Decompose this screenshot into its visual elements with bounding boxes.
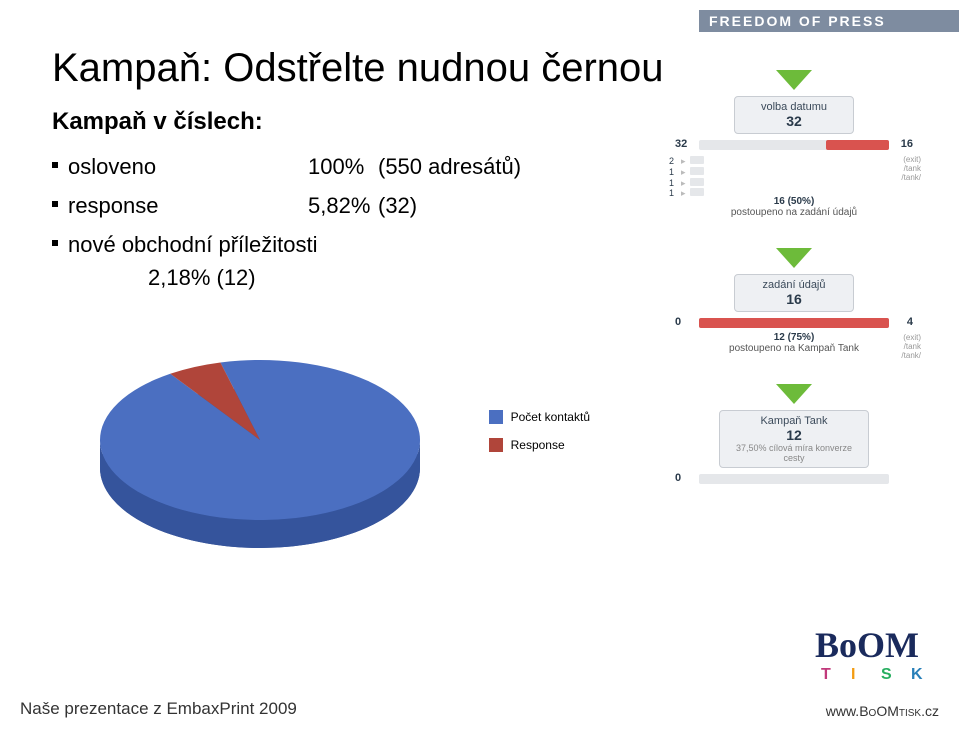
funnel-chart: volba datumu323216(exit)/tank/tank/2▸1▸1…	[669, 70, 919, 590]
funnel-stage: zadání údajů1604(exit)/tank/tank/12 (75%…	[669, 248, 919, 354]
footer-brand: BoOMtisk	[859, 703, 921, 719]
stage-name: zadání údajů	[745, 279, 843, 291]
legend-row: Response	[489, 438, 590, 452]
exit-label: /tank/	[901, 352, 921, 360]
left-count: 32	[675, 138, 687, 150]
arrow-down-icon	[776, 248, 812, 268]
page-title: Kampaň: Odstřelte nudnou černou	[52, 46, 664, 91]
funnel-stage: volba datumu323216(exit)/tank/tank/2▸1▸1…	[669, 70, 919, 218]
stat-label: nové obchodní příležitosti	[68, 228, 318, 261]
bar-bg	[699, 474, 889, 484]
pie-svg	[80, 320, 440, 580]
footer-suffix: .cz	[921, 703, 939, 719]
stat-values: 2,18% (12)	[68, 261, 318, 294]
stat-pct: 100%	[308, 150, 368, 183]
legend-label: Počet kontaktů	[511, 410, 590, 424]
subtitle: Kampaň v číslech:	[52, 108, 263, 136]
svg-text:I: I	[851, 666, 855, 683]
stage-caption: 16 (50%)postoupeno na zadání údajů	[669, 196, 919, 218]
stats-list: osloveno 100% (550 adresátů) response 5,82% (…	[52, 150, 521, 300]
exit-label: /tank	[904, 343, 921, 351]
right-count: 4	[907, 316, 913, 328]
bullet-dot	[52, 240, 58, 246]
stat-row: osloveno 100% (550 adresátů)	[52, 150, 521, 183]
legend-label: Response	[511, 438, 565, 452]
pie-chart: Počet kontaktů Response	[70, 320, 590, 620]
stage-box: volba datumu32	[734, 96, 854, 134]
stage-value: 32	[745, 113, 843, 129]
footer-prefix: www.	[826, 703, 859, 719]
final-conversion: 37,50% cílová míra konverze cesty	[730, 443, 858, 463]
left-count: 0	[675, 316, 681, 328]
stat-count: (32)	[378, 189, 417, 222]
bar-exit	[826, 140, 889, 150]
svg-text:BoOM: BoOM	[815, 625, 919, 665]
stat-body: response 5,82% (32)	[68, 189, 417, 222]
exit-label: /tank	[904, 165, 921, 173]
legend-swatch	[489, 438, 503, 452]
logo-svg: BoOM T I S K	[815, 621, 935, 691]
stage-name: Kampaň Tank	[730, 415, 858, 427]
stage-value: 12	[730, 427, 858, 443]
bar-row: 0	[669, 472, 919, 486]
stage-box: zadání údajů16	[734, 274, 854, 312]
stage-caption: 12 (75%)postoupeno na Kampaň Tank	[669, 332, 919, 354]
stat-label: osloveno	[68, 150, 298, 183]
exit-label: (exit)	[903, 156, 921, 164]
stat-body: osloveno 100% (550 adresátů)	[68, 150, 521, 183]
funnel-stage: Kampaň Tank1237,50% cílová míra konverze…	[669, 384, 919, 486]
brand-logo: BoOM T I S K	[815, 621, 935, 691]
svg-text:K: K	[911, 666, 923, 683]
exit-label: /tank/	[901, 174, 921, 182]
stage-name: volba datumu	[745, 101, 843, 113]
legend-row: Počet kontaktů	[489, 410, 590, 424]
footer-left: Naše prezentace z EmbaxPrint 2009	[20, 699, 297, 719]
mini-counts: 2▸1▸1▸1▸	[669, 156, 704, 199]
arrow-down-icon	[776, 384, 812, 404]
stat-row: response 5,82% (32)	[52, 189, 521, 222]
stage-value: 16	[745, 291, 843, 307]
stage-box: Kampaň Tank1237,50% cílová míra konverze…	[719, 410, 869, 468]
right-count: 16	[901, 138, 913, 150]
legend-swatch	[489, 410, 503, 424]
exit-label: (exit)	[903, 334, 921, 342]
bar-row: 04(exit)/tank/tank/	[669, 316, 919, 330]
svg-text:T: T	[821, 666, 831, 683]
bullet-dot	[52, 201, 58, 207]
stat-pct: 5,82%	[308, 189, 368, 222]
arrow-down-icon	[776, 70, 812, 90]
stat-row: nové obchodní příležitosti2,18% (12)	[52, 228, 521, 294]
bullet-dot	[52, 162, 58, 168]
stat-label: response	[68, 189, 298, 222]
svg-text:S: S	[881, 666, 892, 683]
bar-row: 3216(exit)/tank/tank/2▸1▸1▸1▸	[669, 138, 919, 194]
stat-count: (550 adresátů)	[378, 150, 521, 183]
stat-body: nové obchodní příležitosti2,18% (12)	[68, 228, 318, 294]
bar-exit	[699, 318, 889, 328]
left-count: 0	[675, 472, 681, 484]
footer-right-url: www.BoOMtisk.cz	[826, 703, 939, 719]
pie-legend: Počet kontaktů Response	[489, 410, 590, 466]
header-tagline: FREEDOM OF PRESS	[699, 10, 959, 32]
